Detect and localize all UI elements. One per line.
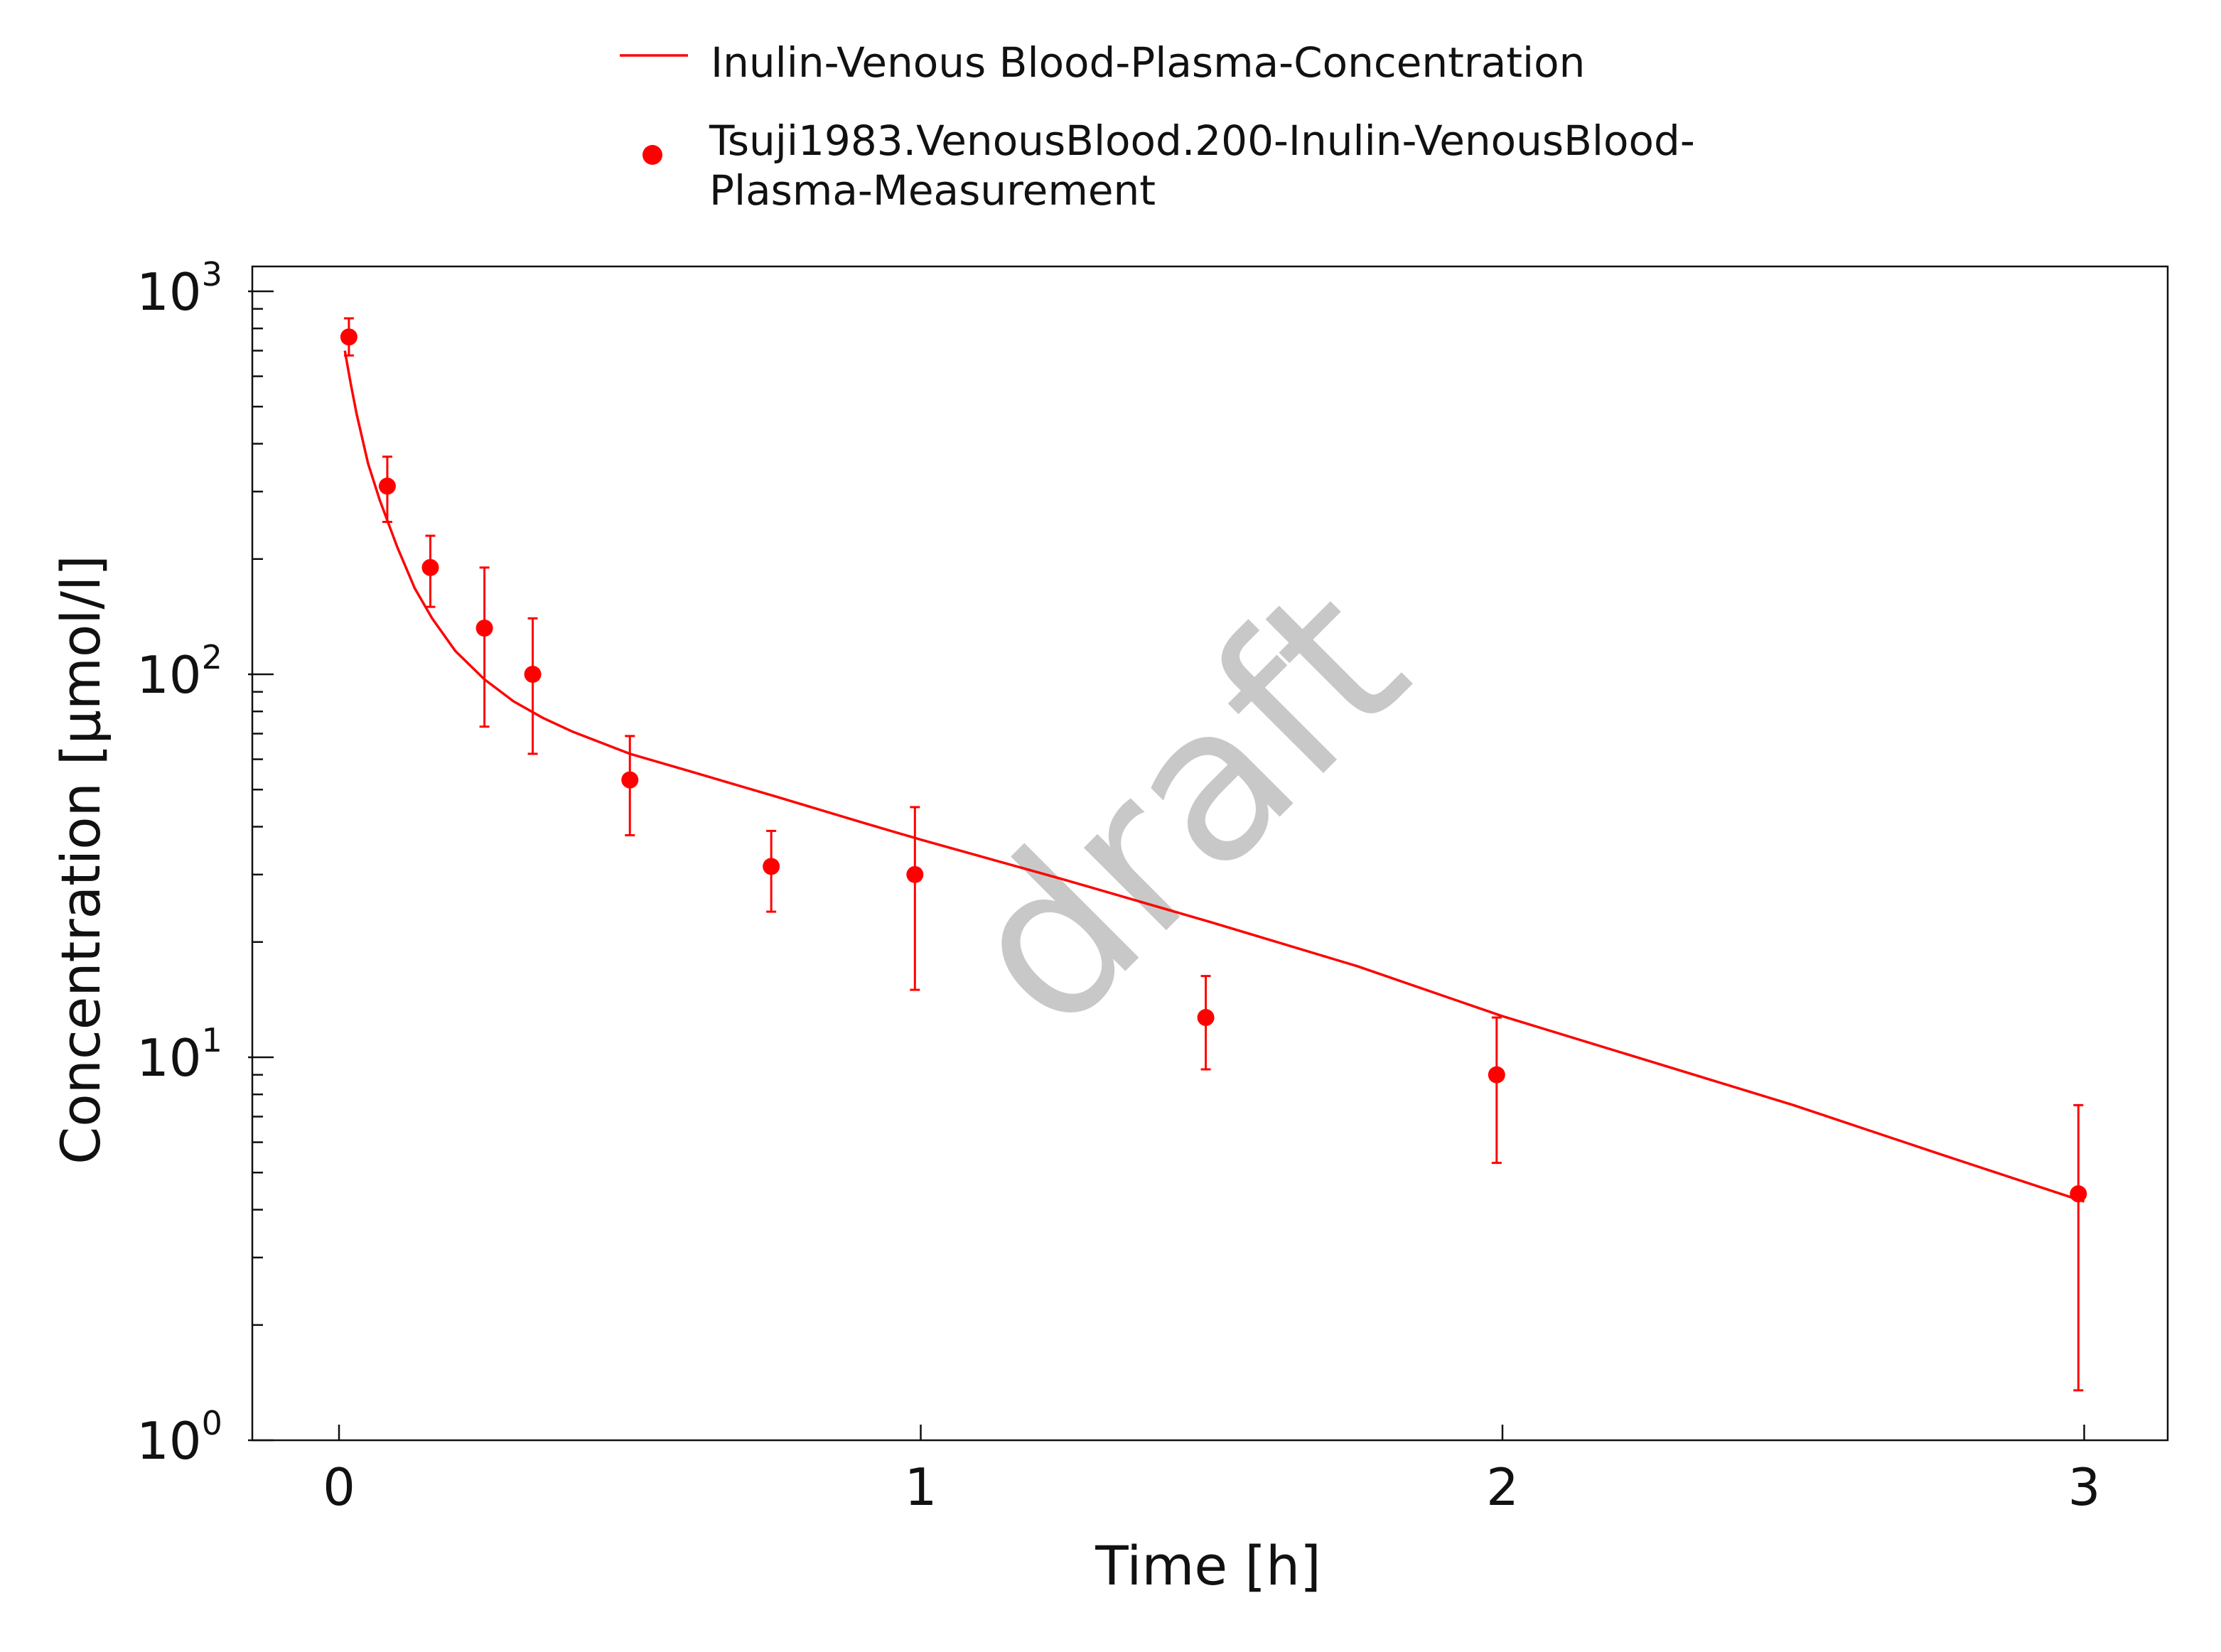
- x-axis-title: Time [h]: [1095, 1534, 1321, 1597]
- legend-label-line-series: Inulin-Venous Blood-Plasma-Concentration: [711, 38, 1585, 87]
- data-point: [2070, 1185, 2087, 1203]
- x-tick-label: 1: [905, 1457, 937, 1517]
- x-tick-label: 0: [323, 1457, 355, 1517]
- y-tick-label-exponent: 3: [202, 255, 222, 293]
- plot-frame: [251, 265, 2169, 1442]
- data-point-group: [475, 566, 493, 728]
- data-point: [621, 771, 639, 789]
- y-tick-label-base: 10: [136, 1028, 202, 1088]
- data-point-group: [421, 534, 439, 608]
- legend-label-scatter-line-2: Plasma-Measurement: [709, 166, 1156, 215]
- y-tick-label: 100: [136, 1404, 222, 1471]
- data-point-group: [2070, 1103, 2087, 1392]
- simulation-line: [343, 350, 2085, 1203]
- data-point-group: [340, 317, 357, 357]
- data-point-group: [1488, 1016, 1505, 1165]
- legend-label-scatter-line-1: Tsuji1983.VenousBlood.200-Inulin-VenousB…: [709, 117, 1695, 165]
- data-point: [1197, 1009, 1215, 1027]
- line-series-layer: [343, 350, 2085, 1203]
- legend-label-scatter-series: Tsuji1983.VenousBlood.200-Inulin-VenousB…: [709, 117, 1708, 215]
- y-tick-label-exponent: 1: [202, 1021, 222, 1059]
- scatter-series-layer: [340, 317, 2087, 1392]
- data-point-group: [524, 617, 542, 755]
- x-tick-label: 3: [2068, 1457, 2101, 1517]
- y-tick-label: 101: [136, 1021, 222, 1088]
- data-point: [340, 328, 357, 346]
- data-point-group: [1197, 975, 1215, 1071]
- y-tick-label: 103: [136, 255, 222, 322]
- y-axis-title: Concentration [µmol/l]: [49, 555, 112, 1165]
- data-point: [378, 477, 396, 495]
- y-tick-label-base: 10: [136, 262, 202, 322]
- y-tick-label-base: 10: [136, 645, 202, 705]
- data-point-group: [378, 455, 396, 524]
- data-point-group: [906, 806, 924, 991]
- y-tick-label-exponent: 2: [202, 638, 222, 676]
- data-point: [475, 620, 493, 637]
- x-tick-label: 2: [1486, 1457, 1519, 1517]
- data-point-group: [621, 735, 639, 836]
- x-axis: 0 1 2 3: [323, 1425, 2100, 1517]
- y-tick-label-exponent: 0: [202, 1404, 222, 1442]
- legend-marker-swatch: [642, 145, 662, 165]
- data-point: [906, 865, 924, 883]
- y-tick-label: 102: [136, 638, 222, 705]
- data-point-group: [763, 829, 780, 913]
- y-tick-label-base: 10: [136, 1411, 202, 1471]
- data-point: [421, 558, 439, 576]
- data-point: [763, 858, 780, 875]
- data-point: [1488, 1066, 1505, 1084]
- legend: Inulin-Venous Blood-Plasma-Concentration…: [620, 38, 1708, 215]
- data-point: [524, 666, 542, 683]
